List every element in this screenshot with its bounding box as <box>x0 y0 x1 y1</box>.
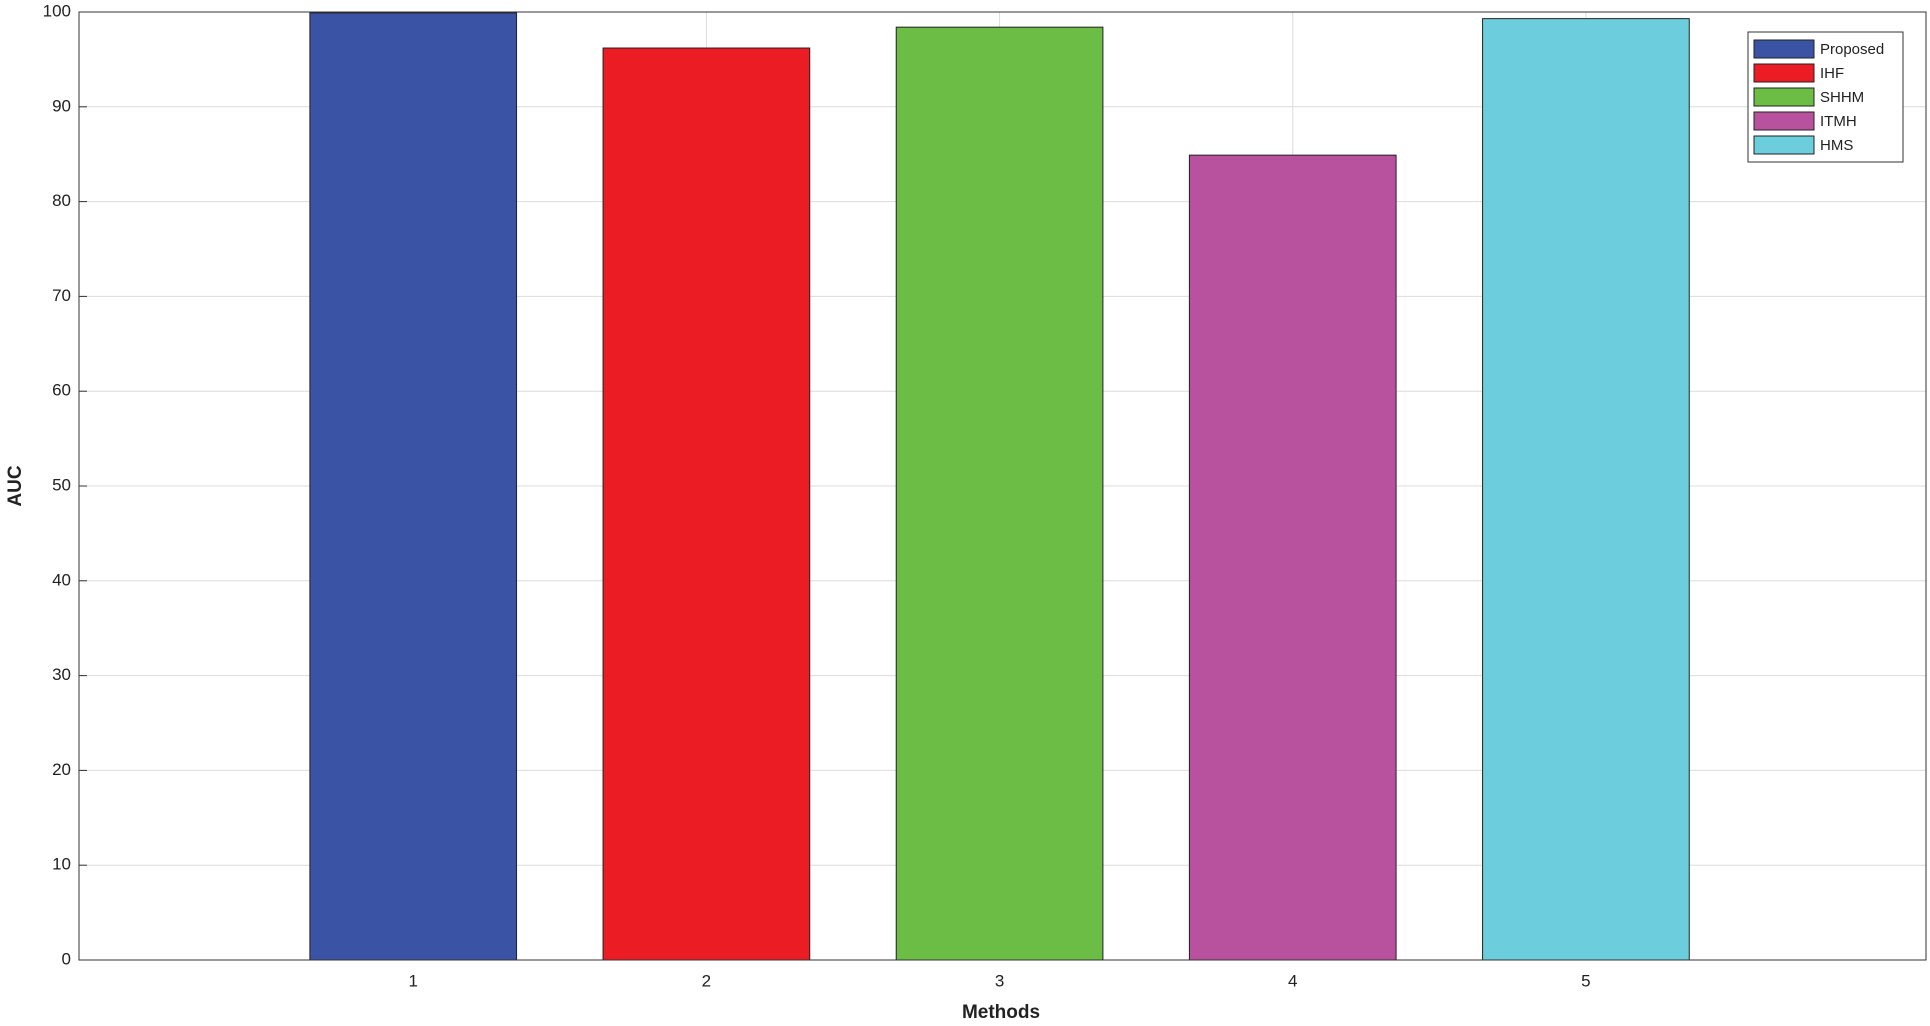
y-tick-label: 100 <box>43 1 71 20</box>
x-tick-label: 4 <box>1288 971 1297 990</box>
bar <box>1188 154 1397 961</box>
x-tick-label: 3 <box>995 971 1004 990</box>
axes-box <box>78 11 1927 961</box>
legend-swatch <box>1753 87 1815 107</box>
bar <box>309 12 518 961</box>
x-tick-label: 1 <box>408 971 417 990</box>
bar <box>602 47 811 961</box>
x-axis-label: Methods <box>962 1002 1040 1023</box>
bar <box>895 26 1104 961</box>
legend-label: IHF <box>1820 65 1844 82</box>
legend-swatch <box>1753 111 1815 131</box>
legend-label: HMS <box>1820 137 1853 154</box>
legend-swatch <box>1753 135 1815 155</box>
y-tick-label: 80 <box>52 191 71 210</box>
y-tick-label: 20 <box>52 760 71 779</box>
legend-swatch <box>1753 39 1815 59</box>
y-tick-label: 40 <box>52 570 71 589</box>
legend-label: SHHM <box>1820 89 1864 106</box>
y-tick-label: 0 <box>62 949 71 968</box>
y-tick-label: 10 <box>52 855 71 874</box>
y-tick-label: 50 <box>52 475 71 494</box>
y-tick-label: 30 <box>52 665 71 684</box>
y-tick-label: 70 <box>52 286 71 305</box>
x-tick-label: 5 <box>1581 971 1590 990</box>
legend: Proposed IHF SHHM ITMH HMS <box>1747 31 1904 163</box>
legend-swatch <box>1753 63 1815 83</box>
x-tick-label: 2 <box>702 971 711 990</box>
y-tick-label: 60 <box>52 381 71 400</box>
legend-label: ITMH <box>1820 113 1857 130</box>
y-axis-label: AUC <box>5 465 26 506</box>
legend-label: Proposed <box>1820 41 1884 58</box>
y-tick-label: 90 <box>52 96 71 115</box>
bar <box>1482 18 1690 961</box>
